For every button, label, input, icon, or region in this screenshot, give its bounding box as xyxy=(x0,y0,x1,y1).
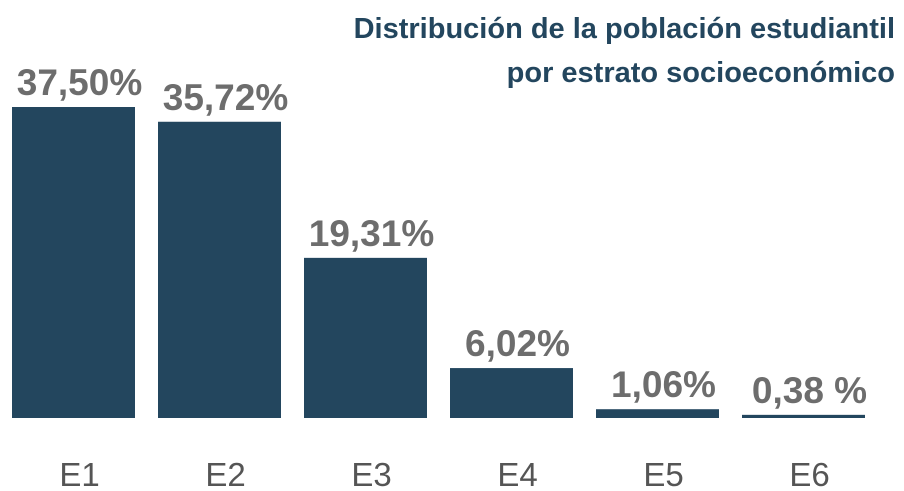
value-label: 37,50% xyxy=(17,62,143,103)
value-label: 35,72% xyxy=(163,77,289,118)
x-tick-label: E6 xyxy=(789,456,829,491)
bar xyxy=(12,107,135,418)
bar xyxy=(742,414,865,418)
x-tick-label: E3 xyxy=(351,456,391,491)
x-tick-label: E5 xyxy=(643,456,683,491)
value-label: 6,02% xyxy=(465,323,570,364)
bar xyxy=(596,409,719,418)
x-tick-label: E2 xyxy=(205,456,245,491)
x-tick-label: E4 xyxy=(497,456,537,491)
bar xyxy=(158,121,281,418)
value-label: 0,38 % xyxy=(752,370,867,411)
value-label: 19,31% xyxy=(309,213,435,254)
value-label: 1,06% xyxy=(611,364,716,405)
bar xyxy=(304,257,427,418)
chart-title: por estrato socioeconómico xyxy=(507,57,895,89)
bar xyxy=(450,368,573,418)
chart-title: Distribución de la población estudiantil xyxy=(354,13,895,45)
x-tick-label: E1 xyxy=(59,456,99,491)
